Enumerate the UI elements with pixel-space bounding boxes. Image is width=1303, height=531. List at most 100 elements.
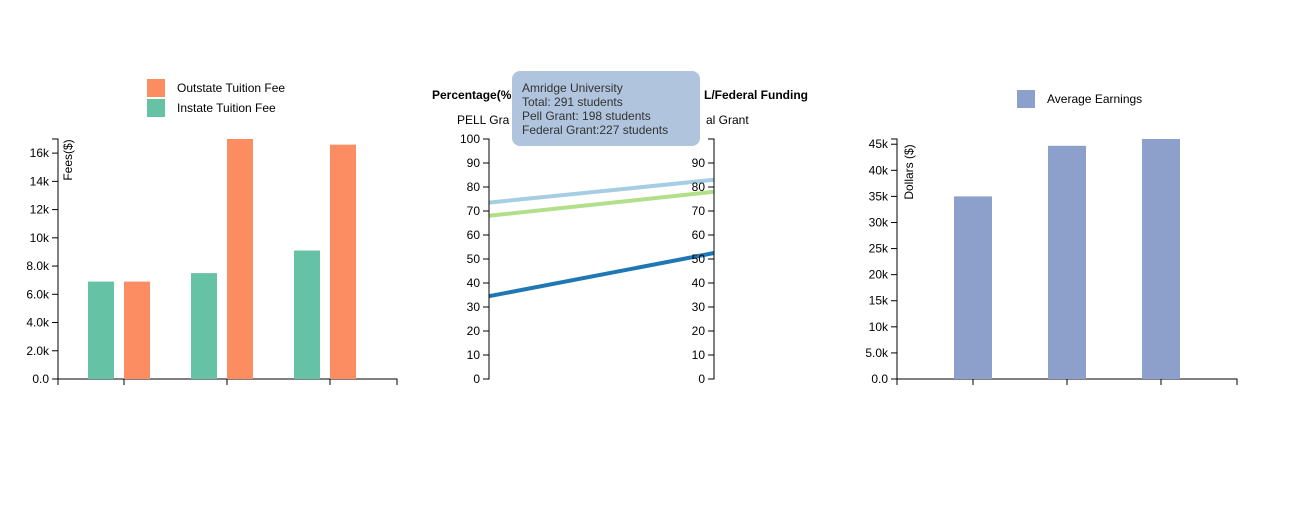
funding-title-right: L/Federal Funding bbox=[704, 88, 808, 102]
pell-axis-tick-label: 20 bbox=[467, 324, 481, 338]
earnings-y-axis-tick: 35k bbox=[869, 189, 897, 203]
legend-swatch-instate bbox=[147, 99, 165, 117]
tooltip-pell: Pell Grant: 198 students bbox=[522, 109, 651, 123]
tuition-y-axis-tick: 6.0k bbox=[26, 287, 58, 301]
funding-chart: Percentage(% L/Federal Funding PELL Gra … bbox=[432, 88, 808, 386]
pell-axis-tick-label: 10 bbox=[467, 348, 481, 362]
earnings-y-axis-tick-label: 30k bbox=[869, 215, 889, 229]
pell-axis-tick: 20 bbox=[467, 324, 489, 338]
legend-swatch-outstate bbox=[147, 79, 165, 97]
tuition-chart: Outstate Tuition Fee Instate Tuition Fee… bbox=[26, 79, 398, 386]
tuition-bar-outstate[interactable] bbox=[330, 144, 356, 379]
pell-axis-tick: 40 bbox=[467, 276, 489, 290]
pell-axis-tick: 80 bbox=[467, 180, 489, 194]
federal-axis-tick-label: 80 bbox=[692, 180, 706, 194]
earnings-y-axis-tick-label: 5.0k bbox=[865, 346, 889, 360]
tuition-y-axis-tick-label: 4.0k bbox=[26, 316, 50, 330]
pell-axis-tick-label: 90 bbox=[467, 156, 481, 170]
pell-axis-tick-label: 40 bbox=[467, 276, 481, 290]
tuition-bars bbox=[88, 139, 356, 379]
federal-axis-tick-label: 60 bbox=[692, 228, 706, 242]
earnings-y-axis-tick-label: 40k bbox=[869, 163, 889, 177]
earnings-y-axis-tick: 45k bbox=[869, 137, 897, 151]
tuition-y-axis-tick-label: 12k bbox=[30, 203, 50, 217]
pell-axis-tick-label: 30 bbox=[467, 300, 481, 314]
earnings-y-axis-tick-label: 20k bbox=[869, 268, 889, 282]
tuition-y-axis-domain bbox=[52, 138, 59, 380]
earnings-y-axis-tick-label: 10k bbox=[869, 320, 889, 334]
funding-line[interactable] bbox=[488, 177, 715, 205]
earnings-bar[interactable] bbox=[1048, 145, 1086, 379]
federal-axis-tick-label: 70 bbox=[692, 204, 706, 218]
federal-axis-tick: 10 bbox=[692, 348, 714, 362]
pell-axis-tick: 10 bbox=[467, 348, 489, 362]
legend-label-instate: Instate Tuition Fee bbox=[177, 101, 276, 115]
earnings-bar[interactable] bbox=[1142, 139, 1180, 379]
tuition-bar-outstate[interactable] bbox=[124, 281, 150, 379]
federal-axis-label: al Grant bbox=[706, 113, 749, 127]
legend-swatch-earnings bbox=[1017, 90, 1035, 108]
pell-axis-tick-label: 100 bbox=[460, 132, 480, 146]
federal-axis-tick-label: 0 bbox=[698, 372, 705, 386]
tuition-legend: Outstate Tuition Fee Instate Tuition Fee bbox=[147, 79, 285, 117]
tuition-y-axis-tick-label: 14k bbox=[30, 174, 50, 188]
earnings-y-axis-tick: 5.0k bbox=[865, 346, 897, 360]
pell-axis-tick: 0 bbox=[473, 372, 489, 386]
tuition-bar-instate[interactable] bbox=[88, 281, 114, 379]
federal-axis-tick: 30 bbox=[692, 300, 714, 314]
earnings-y-axis-tick-label: 25k bbox=[869, 242, 889, 256]
pell-axis-tick: 90 bbox=[467, 156, 489, 170]
earnings-y-axis-tick: 25k bbox=[869, 242, 897, 256]
tuition-y-axis-tick: 0.0 bbox=[32, 372, 58, 386]
tuition-bar-instate[interactable] bbox=[294, 250, 320, 379]
tuition-y-axis-tick: 8.0k bbox=[26, 259, 58, 273]
earnings-chart: Average Earnings Dollars ($) 0.0 5.0k 10k 1… bbox=[865, 90, 1238, 386]
pell-axis: 0 10 20 30 40 50 60 70 80 90 100 bbox=[460, 132, 490, 386]
tuition-y-axis-tick-label: 0.0 bbox=[32, 372, 49, 386]
earnings-x-axis bbox=[896, 378, 1238, 385]
tuition-bar-outstate[interactable] bbox=[227, 139, 253, 379]
tuition-bar-instate[interactable] bbox=[191, 273, 217, 379]
tuition-y-axis-tick-label: 2.0k bbox=[26, 344, 50, 358]
earnings-y-axis-tick: 15k bbox=[869, 294, 897, 308]
funding-lines bbox=[488, 177, 715, 299]
federal-axis-tick: 20 bbox=[692, 324, 714, 338]
tuition-y-axis-label: Fees($) bbox=[61, 139, 75, 180]
university-tooltip: Amridge University Total: 291 students P… bbox=[512, 71, 700, 146]
pell-axis-tick-label: 80 bbox=[467, 180, 481, 194]
federal-axis-tick: 70 bbox=[692, 204, 714, 218]
federal-axis-tick: 50 bbox=[692, 252, 714, 266]
pell-axis-label: PELL Gra bbox=[457, 113, 510, 127]
federal-axis-tick-label: 10 bbox=[692, 348, 706, 362]
earnings-y-axis-tick: 20k bbox=[869, 268, 897, 282]
earnings-y-axis: 0.0 5.0k 10k 15k 20k 25k 30k 35k 40k 45k bbox=[865, 137, 898, 386]
funding-line[interactable] bbox=[488, 251, 715, 299]
pell-axis-tick-label: 70 bbox=[467, 204, 481, 218]
tuition-y-axis-tick: 4.0k bbox=[26, 316, 58, 330]
pell-axis-tick: 50 bbox=[467, 252, 489, 266]
federal-axis-tick: 90 bbox=[692, 156, 714, 170]
federal-axis-tick: 80 bbox=[692, 180, 714, 194]
earnings-bar[interactable] bbox=[954, 196, 992, 379]
tuition-x-axis bbox=[57, 378, 398, 385]
funding-line[interactable] bbox=[488, 189, 715, 218]
tuition-y-axis-tick: 10k bbox=[30, 231, 58, 245]
federal-axis-tick-label: 40 bbox=[692, 276, 706, 290]
earnings-y-axis-tick: 40k bbox=[869, 163, 897, 177]
federal-axis-tick-label: 90 bbox=[692, 156, 706, 170]
tuition-y-axis: 0.0 2.0k 4.0k 6.0k 8.0k 10k 12k 14k 16k bbox=[26, 138, 59, 386]
pell-axis-tick: 60 bbox=[467, 228, 489, 242]
federal-axis-tick-label: 50 bbox=[692, 252, 706, 266]
tuition-y-axis-tick: 14k bbox=[30, 174, 58, 188]
earnings-y-axis-tick-label: 15k bbox=[869, 294, 889, 308]
pell-axis-tick: 30 bbox=[467, 300, 489, 314]
federal-axis-tick: 0 bbox=[698, 372, 714, 386]
earnings-y-axis-tick: 0.0 bbox=[871, 372, 897, 386]
federal-axis-tick: 60 bbox=[692, 228, 714, 242]
pell-axis-tick-label: 0 bbox=[473, 372, 480, 386]
legend-label-earnings: Average Earnings bbox=[1047, 92, 1142, 106]
pell-axis-tick: 70 bbox=[467, 204, 489, 218]
tuition-y-axis-tick: 2.0k bbox=[26, 344, 58, 358]
earnings-y-axis-tick-label: 45k bbox=[869, 137, 889, 151]
pell-axis-tick: 100 bbox=[460, 132, 489, 146]
